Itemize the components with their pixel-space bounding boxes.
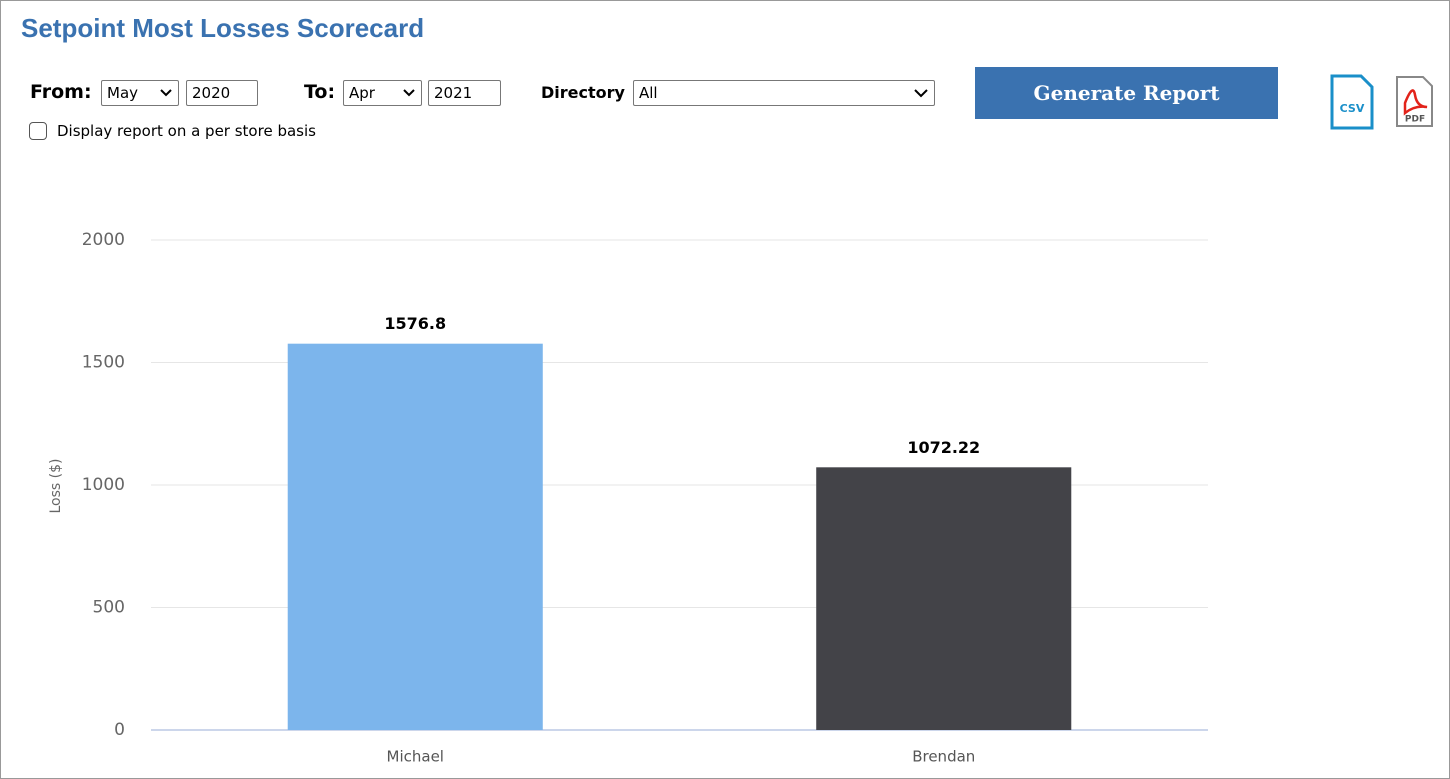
from-month: May [107,84,139,102]
from-year: 2020 [192,84,231,102]
csv-label: CSV [1340,102,1365,115]
y-tick-label: 0 [114,720,125,740]
x-tick-label: Brendan [912,748,975,766]
directory-label: Directory [541,83,625,102]
from-label: From: [30,81,92,103]
y-tick-label: 1500 [82,353,125,373]
to-month: Apr [349,84,375,102]
to-month-select[interactable]: Apr [343,80,422,106]
y-tick-label: 2000 [82,230,125,250]
data-label: 1576.8 [384,314,446,333]
y-tick-label: 1000 [82,475,125,495]
per-store-label: Display report on a per store basis [57,122,316,140]
from-year-input[interactable]: 2020 [186,80,258,106]
y-tick-label: 500 [93,598,125,618]
csv-icon[interactable]: CSV [1329,73,1375,131]
pdf-label: PDF [1405,115,1425,125]
pdf-icon[interactable]: PDF [1395,75,1435,129]
directory-value: All [639,84,658,102]
to-year-input[interactable]: 2021 [428,80,501,106]
x-tick-label: Michael [387,748,444,766]
bar [816,467,1072,730]
from-month-select[interactable]: May [101,80,179,106]
y-axis-label: Loss ($) [48,459,64,514]
data-label: 1072.22 [907,438,980,457]
to-year: 2021 [434,84,473,102]
directory-select[interactable]: All [633,80,935,106]
chevron [914,89,928,98]
per-store-checkbox[interactable] [29,122,47,140]
to-label: To: [304,81,336,103]
chevron [403,89,415,97]
bar [287,343,543,730]
generate-report-button[interactable]: Generate Report [975,67,1278,119]
chevron [160,89,172,97]
page-title: Setpoint Most Losses Scorecard [21,13,425,43]
